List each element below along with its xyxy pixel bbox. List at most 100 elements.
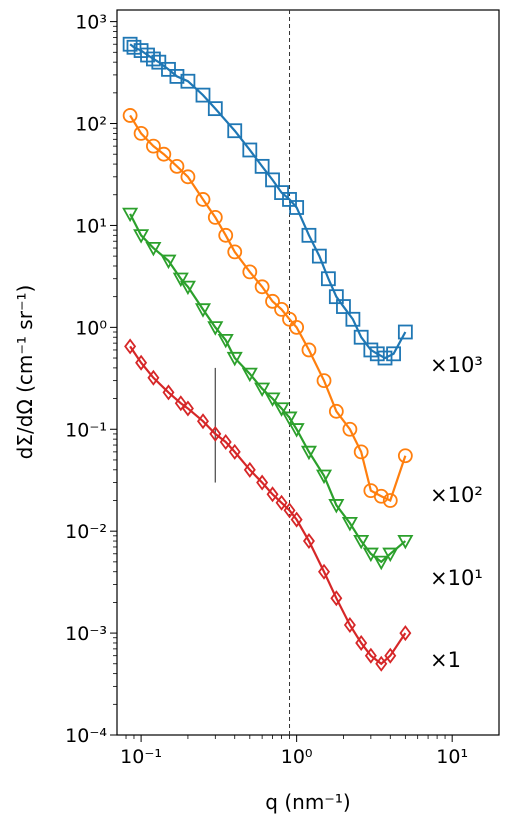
y-axis-label: dΣ/dΩ (cm⁻¹ sr⁻¹) [13, 285, 37, 460]
data-point [135, 354, 148, 371]
data-point [174, 395, 187, 412]
data-point [377, 350, 393, 366]
data-point [274, 302, 289, 317]
data-point [122, 207, 139, 223]
data-point [181, 400, 194, 417]
data-point [302, 533, 315, 550]
y-tick-label: 10⁻² [65, 521, 107, 543]
data-point [217, 333, 234, 349]
data-point [207, 101, 223, 117]
series-line [129, 345, 407, 666]
data-point [194, 303, 212, 318]
data-point [227, 123, 243, 139]
data-point [362, 547, 379, 563]
data-point [146, 138, 161, 154]
data-point [265, 172, 280, 188]
y-tick-label: 10² [75, 114, 107, 136]
data-point [397, 448, 413, 464]
data-point [353, 329, 369, 345]
data-point [275, 494, 288, 511]
data-point [384, 647, 397, 664]
data-point [373, 488, 389, 504]
series-line [129, 213, 407, 564]
data-point [397, 324, 413, 340]
data-point [146, 51, 161, 67]
data-point [219, 433, 232, 450]
data-point [209, 425, 222, 442]
data-point [315, 469, 333, 485]
data-point [226, 351, 243, 367]
data-point [342, 421, 358, 437]
data-point [160, 254, 177, 270]
data-point [133, 229, 150, 244]
data-point [254, 382, 271, 398]
data-point [179, 280, 196, 296]
data-point [180, 73, 196, 89]
y-tick-label: 10¹ [75, 215, 107, 237]
data-point [373, 555, 390, 571]
y-axis-ticks: 10⁻⁴ 10⁻³ 10⁻² 10⁻¹ 10⁰ 10¹ 10² 10³ [65, 12, 117, 747]
data-point [122, 108, 138, 123]
data-point [343, 617, 356, 634]
data-point [207, 321, 224, 336]
data-point [397, 534, 414, 550]
data-point [243, 461, 256, 478]
data-point [341, 517, 358, 532]
data-point [382, 493, 398, 508]
y-tick-label: 10⁻³ [65, 623, 107, 645]
data-point [386, 346, 401, 362]
data-point [124, 338, 137, 355]
data-point [328, 403, 344, 419]
series-line [129, 43, 407, 360]
data-point [169, 69, 185, 84]
data-point [196, 413, 209, 430]
data-point [265, 293, 280, 309]
plot-frame [116, 9, 500, 736]
data-point [316, 373, 332, 389]
data-point [328, 499, 345, 514]
scale-label-10: ×10¹ [430, 566, 483, 590]
x-tick-label: 10⁻¹ [120, 746, 162, 768]
data-point [290, 511, 303, 528]
data-point [289, 319, 305, 335]
data-point [288, 423, 305, 438]
series-1 [122, 108, 413, 508]
series-0 [122, 36, 413, 366]
data-point [207, 209, 223, 225]
data-point [375, 655, 388, 672]
data-point [330, 590, 343, 607]
data-point [242, 142, 258, 158]
data-point [281, 411, 298, 427]
data-point [169, 158, 185, 174]
data-point [242, 264, 258, 280]
data-point [369, 346, 385, 362]
data-point [172, 272, 189, 288]
data-point [162, 384, 175, 401]
data-point [254, 158, 270, 174]
data-point [283, 502, 296, 519]
data-point [273, 402, 290, 417]
data-point [301, 342, 317, 358]
data-point [156, 146, 172, 162]
data-point [353, 444, 369, 460]
data-point [320, 271, 336, 287]
x-tick-label: 10⁰ [281, 746, 313, 768]
data-point [241, 367, 258, 383]
scale-label-100: ×10² [430, 483, 483, 507]
series-layer [122, 10, 414, 735]
data-point [311, 248, 327, 264]
x-axis-ticks: 10⁻¹ 10⁰ 10¹ [120, 735, 468, 768]
data-point [180, 169, 196, 185]
data-point [353, 534, 370, 550]
y-tick-label: 10⁻¹ [65, 419, 107, 441]
data-point [133, 126, 149, 141]
data-point [195, 192, 211, 207]
data-point [355, 634, 368, 651]
data-point [300, 445, 317, 461]
scale-label-1: ×1 [430, 648, 461, 672]
data-point [382, 547, 399, 563]
y-tick-label: 10⁻⁴ [65, 725, 107, 747]
series-line [129, 114, 407, 503]
data-point [266, 486, 279, 503]
